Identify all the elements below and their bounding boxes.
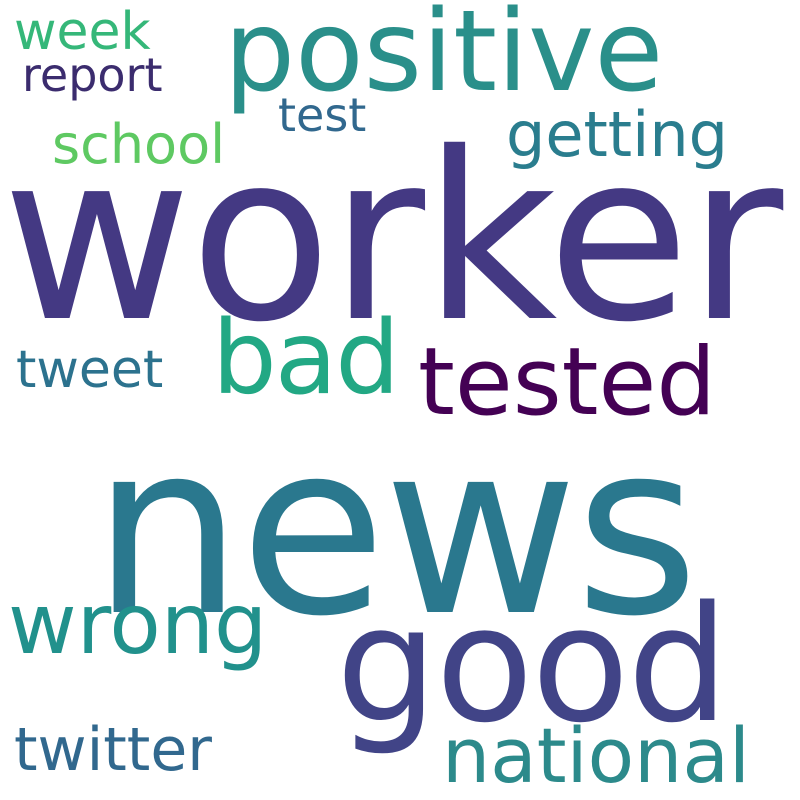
word-test: test: [278, 88, 367, 142]
word-good: good: [336, 571, 729, 758]
word-week: week: [14, 2, 151, 62]
word-national: national: [442, 711, 751, 800]
word-school: school: [52, 113, 226, 176]
word-twitter: twitter: [14, 715, 212, 785]
word-worker: worker: [2, 103, 783, 373]
word-positive: positive: [224, 0, 664, 117]
word-getting: getting: [506, 98, 728, 171]
word-wrong: wrong: [8, 575, 268, 673]
word-tweet: tweet: [16, 340, 164, 400]
word-tested: tested: [418, 328, 717, 437]
word-news: news: [92, 392, 699, 669]
word-report: report: [22, 48, 163, 102]
word-bad: bad: [212, 299, 400, 418]
